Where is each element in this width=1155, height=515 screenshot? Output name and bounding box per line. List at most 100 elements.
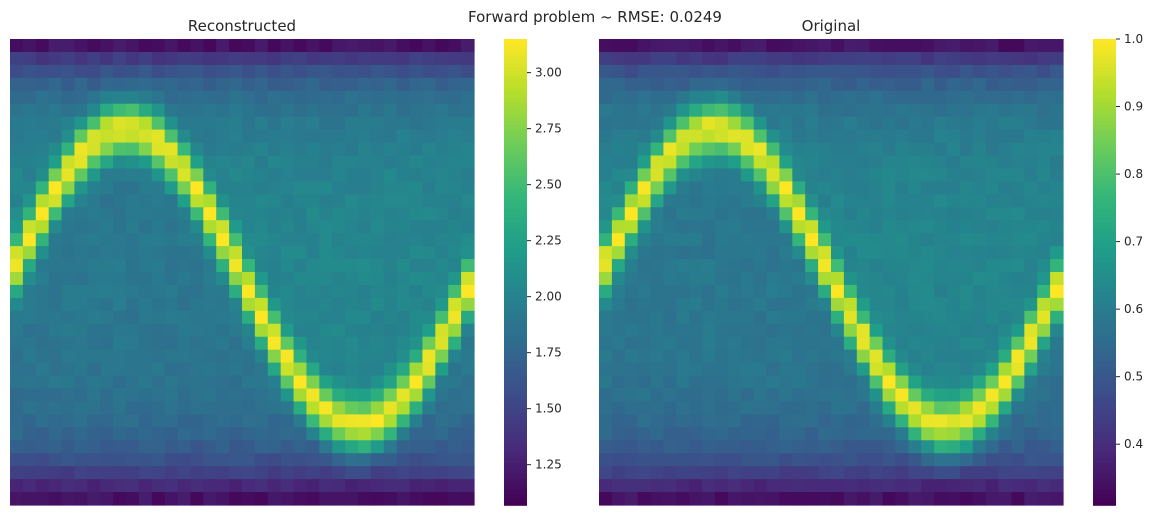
heatmap-cell xyxy=(972,64,987,79)
colorbar-segment xyxy=(1093,240,1116,246)
heatmap-cell xyxy=(216,336,230,351)
heatmap-cell xyxy=(805,181,819,195)
heatmap-cell xyxy=(242,207,256,221)
heatmap-cell xyxy=(947,323,961,338)
heatmap-cell xyxy=(435,336,449,351)
heatmap-cell xyxy=(727,233,742,247)
heatmap-cell xyxy=(779,207,793,221)
heatmap-cell xyxy=(280,129,295,144)
heatmap-cell xyxy=(332,401,346,415)
heatmap-cell xyxy=(753,194,768,208)
heatmap-cell xyxy=(319,51,333,66)
heatmap-cell xyxy=(934,39,948,53)
heatmap-cell xyxy=(229,220,243,234)
heatmap-cell xyxy=(319,362,333,377)
heatmap-cell xyxy=(409,414,424,428)
heatmap-cell xyxy=(319,259,333,273)
colorbar-segment xyxy=(1093,50,1116,56)
heatmap-cell xyxy=(959,155,974,170)
heatmap-cell xyxy=(254,246,269,260)
heatmap-cell xyxy=(306,492,320,506)
heatmap-cell xyxy=(87,492,101,506)
colorbar-segment xyxy=(504,384,527,390)
heatmap-cell xyxy=(87,142,101,157)
heatmap-cell xyxy=(358,246,372,260)
heatmap-cell xyxy=(805,284,819,299)
heatmap-cell xyxy=(345,77,359,92)
heatmap-cell xyxy=(151,414,166,428)
heatmap-cell xyxy=(396,323,411,338)
heatmap-cell xyxy=(1037,336,1051,351)
heatmap-cell xyxy=(805,142,819,157)
heatmap-cell xyxy=(100,440,114,454)
heatmap-cell xyxy=(1024,272,1038,286)
heatmap-cell xyxy=(164,116,179,131)
heatmap-cell xyxy=(242,414,256,428)
heatmap-cell xyxy=(869,51,884,66)
heatmap-cell xyxy=(177,310,192,325)
heatmap-cell xyxy=(740,414,755,428)
heatmap-cell xyxy=(856,233,871,247)
heatmap-cell xyxy=(177,401,192,415)
heatmap-cell xyxy=(599,427,613,441)
heatmap-cell xyxy=(702,336,716,351)
colorbar-segment xyxy=(1093,42,1116,48)
heatmap-cell xyxy=(740,272,755,286)
heatmap-cell xyxy=(74,479,88,493)
heatmap-cell xyxy=(753,155,768,170)
heatmap-cell xyxy=(663,116,677,131)
heatmap-cell xyxy=(383,492,398,506)
heatmap-cell xyxy=(22,284,37,299)
heatmap-cell xyxy=(676,492,690,506)
heatmap-cell xyxy=(267,168,282,182)
colorbar-segment xyxy=(504,221,527,227)
heatmap-cell xyxy=(10,427,24,441)
heatmap-cell xyxy=(676,427,690,441)
heatmap-cell xyxy=(461,388,475,403)
heatmap-cell xyxy=(869,440,884,454)
colorbar-segment xyxy=(504,466,527,471)
heatmap-cell xyxy=(190,466,204,480)
heatmap-cell xyxy=(345,129,359,144)
heatmap-cell xyxy=(435,168,449,182)
heatmap-cell xyxy=(280,297,295,312)
heatmap-cell xyxy=(831,181,845,195)
heatmap-cell xyxy=(972,388,987,403)
heatmap-cell xyxy=(358,64,372,79)
heatmap-cell xyxy=(753,64,768,79)
heatmap-cell xyxy=(611,129,626,144)
heatmap-cell xyxy=(727,155,742,170)
heatmap-cell xyxy=(164,103,179,118)
heatmap-cell xyxy=(190,103,204,118)
heatmap-cell xyxy=(792,220,806,234)
heatmap-cell xyxy=(48,375,63,390)
heatmap-cell xyxy=(10,194,24,208)
heatmap-cell xyxy=(435,142,449,157)
heatmap-cell xyxy=(242,194,256,208)
heatmap-cell xyxy=(229,349,243,364)
heatmap-cell xyxy=(908,323,922,338)
heatmap-cell xyxy=(87,401,101,415)
heatmap-cell xyxy=(740,466,755,480)
heatmap-cell xyxy=(843,336,858,351)
heatmap-cell xyxy=(358,155,372,170)
heatmap-cell xyxy=(972,207,987,221)
heatmap-cell xyxy=(48,362,63,377)
heatmap-cell xyxy=(637,349,652,364)
heatmap-cell xyxy=(396,39,411,53)
heatmap-cell xyxy=(663,168,677,182)
heatmap-cell xyxy=(254,64,269,79)
heatmap-cell xyxy=(740,440,755,454)
heatmap-cell xyxy=(972,479,987,493)
heatmap-cell xyxy=(370,39,385,53)
heatmap-cell xyxy=(48,272,63,286)
heatmap-cell xyxy=(203,51,217,66)
heatmap-cell xyxy=(766,440,781,454)
heatmap-cell xyxy=(306,155,320,170)
heatmap-cell xyxy=(422,323,436,338)
heatmap-cell xyxy=(882,220,897,234)
heatmap-cell xyxy=(869,142,884,157)
heatmap-cell xyxy=(22,479,37,493)
colorbar-segment xyxy=(504,151,527,157)
heatmap-cell xyxy=(1037,64,1051,79)
